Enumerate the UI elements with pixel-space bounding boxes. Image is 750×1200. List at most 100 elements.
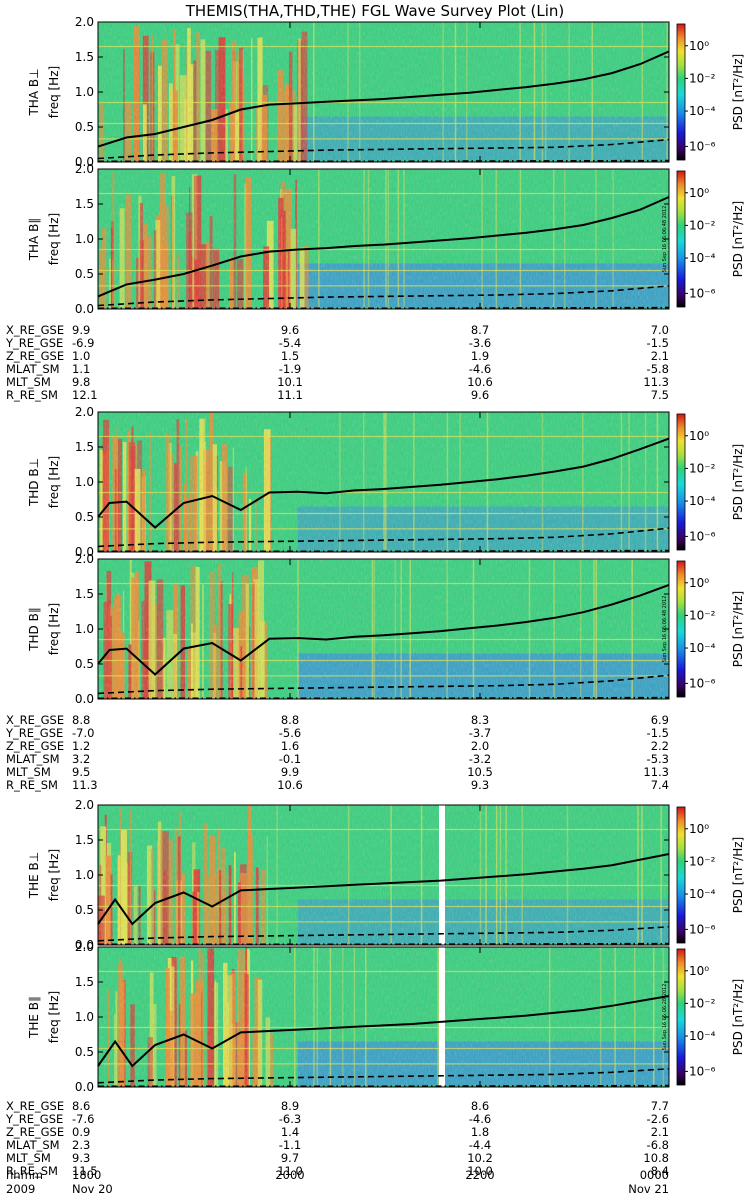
curve-dashdot <box>98 696 670 700</box>
y-tick-label: 1.5 <box>75 587 94 601</box>
colorbar-label: PSD [nT²/Hz] <box>731 591 745 667</box>
ephemeris-row-label: Z_RE_GSE <box>6 1125 64 1139</box>
colorbar-tick-label: 10⁰ <box>689 576 709 590</box>
y-tick-label: 1.0 <box>75 1010 94 1024</box>
colorbar-tick-label: 10⁻⁶ <box>689 529 716 543</box>
y-tick-label: 0.0 <box>75 692 94 706</box>
colorbar-label: PSD [nT²/Hz] <box>731 837 745 913</box>
ephemeris-row-label: Z_RE_GSE <box>6 739 64 753</box>
ephemeris-value: 11.3 <box>643 375 669 389</box>
ephemeris-value: 8.3 <box>471 713 489 727</box>
y-tick-label: 2.0 <box>75 405 94 419</box>
colorbar-tick-label: 10⁻² <box>689 461 716 475</box>
y-tick-label: 0.0 <box>75 1080 94 1094</box>
render-timestamp: Sun Sep 16 05:06:48 2012 <box>662 596 668 663</box>
ephemeris-value: 10.6 <box>467 375 493 389</box>
colorbar-label: PSD [nT²/Hz] <box>731 444 745 520</box>
ephemeris-tables: X_RE_GSE 9.9 9.6 8.7 7.0 Y_RE_GSE -6.9 -5.4 -3.6… <box>5 323 669 1178</box>
ephemeris-value: -6.8 <box>647 1138 669 1152</box>
ephemeris-value: 8.4 <box>651 1164 669 1178</box>
ephemeris-value: -5.3 <box>647 752 669 766</box>
ephemeris-value: 7.5 <box>651 388 669 402</box>
ephemeris-value: 12.1 <box>72 388 98 402</box>
y-axis-unit-label: freq [Hz] <box>47 456 61 508</box>
curve-dashed <box>97 674 670 695</box>
colorbar-tick-label: 10⁻⁶ <box>689 1064 716 1078</box>
y-axis-probe-label: THD B⊥ <box>27 458 41 507</box>
ephemeris-value: 11.5 <box>72 1164 98 1178</box>
ephemeris-value: 0.9 <box>72 1125 90 1139</box>
data-gap <box>439 805 445 945</box>
ephemeris-row-label: Y_RE_GSE <box>5 726 63 740</box>
ephemeris-value: 9.8 <box>72 375 90 389</box>
curve-solid <box>97 583 670 676</box>
spectrogram-texture <box>98 22 669 162</box>
ephemeris-row-label: X_RE_GSE <box>6 713 64 727</box>
ephemeris-row-label: R_RE_SM <box>6 1164 58 1178</box>
time-axis-date-start: Nov 20 <box>72 1182 113 1196</box>
time-axis-label: hhmm <box>6 1168 43 1182</box>
y-axis-unit-label: freq [Hz] <box>47 991 61 1043</box>
ephemeris-value: -1.5 <box>647 336 669 350</box>
colorbar-tick-label: 10⁰ <box>689 822 709 836</box>
ephemeris-value: 10.0 <box>467 1164 493 1178</box>
y-tick-label: 2.0 <box>75 162 94 176</box>
curve-dashdot <box>98 549 670 553</box>
ephemeris-value: -4.4 <box>469 1138 491 1152</box>
ephemeris-value: -1.5 <box>647 726 669 740</box>
ephemeris-value: 1.0 <box>72 349 90 363</box>
colorbar-tick-label: 10⁻⁶ <box>689 676 716 690</box>
ephemeris-the: X_RE_GSE 8.6 8.9 8.6 7.7 Y_RE_GSE -7.6 -6.3 -4.6… <box>5 1099 669 1178</box>
page-title: THEMIS(THA,THD,THE) FGL Wave Survey Plot… <box>185 2 564 20</box>
panel-thd-bpar: 2.0 1.5 1.0 0.5 0.0 THD B∥ freq [Hz] 10⁰ 10⁻² 10⁻… <box>27 552 745 706</box>
ephemeris-value: 11.1 <box>277 388 303 402</box>
colorbar-tick-label: 10⁻² <box>689 608 716 622</box>
ephemeris-value: -0.1 <box>279 752 301 766</box>
ephemeris-value: -2.6 <box>647 1112 669 1126</box>
ephemeris-row-label: MLT_SM <box>6 765 51 779</box>
render-timestamp: Sun Sep 16 05:06:28 2012 <box>662 984 668 1051</box>
colorbar-label: PSD [nT²/Hz] <box>731 54 745 130</box>
colorbar-tick-label: 10⁰ <box>689 39 709 53</box>
colorbar <box>676 23 686 161</box>
ephemeris-value: 9.9 <box>72 323 90 337</box>
spectrogram-texture <box>98 805 669 945</box>
y-tick-label: 1.5 <box>75 197 94 211</box>
y-tick-label: 0.0 <box>75 938 94 952</box>
y-tick-label: 0.5 <box>75 267 94 281</box>
curve-dashdot <box>98 306 670 310</box>
ephemeris-value: -5.8 <box>647 362 669 376</box>
ephemeris-value: -3.7 <box>469 726 491 740</box>
panel-the-bpar: 2.0 1.5 1.0 0.5 0.0 THE B∥ freq [Hz] 10⁰ 10⁻² 10⁻… <box>27 940 745 1094</box>
curve-dashed <box>97 1068 670 1084</box>
colorbar-label: PSD [nT²/Hz] <box>731 979 745 1055</box>
colorbar <box>676 413 686 551</box>
ephemeris-value: -1.1 <box>279 1138 301 1152</box>
y-tick-label: 1.0 <box>75 475 94 489</box>
ephemeris-value: 1.9 <box>471 349 489 363</box>
y-axis-probe-label: THA B∥ <box>27 218 41 262</box>
ephemeris-value: 9.7 <box>281 1151 299 1165</box>
colorbar <box>676 170 686 308</box>
spectrogram-panels: 2.0 1.5 1.0 0.5 0.0 THA B⊥ freq [Hz] 10⁰ 10⁻² 10⁻… <box>27 15 745 1094</box>
y-tick-label: 2.0 <box>75 798 94 812</box>
spectrogram-texture <box>98 947 669 1087</box>
time-axis-year: 2009 <box>6 1182 35 1196</box>
panel-the-bperp: 2.0 1.5 1.0 0.5 0.0 THE B⊥ freq [Hz] 10⁰ 10⁻² 10⁻… <box>27 798 745 952</box>
ephemeris-row-label: MLAT_SM <box>6 752 60 766</box>
ephemeris-value: -7.0 <box>72 726 94 740</box>
colorbar-tick-label: 10⁰ <box>689 964 709 978</box>
curve-solid <box>97 995 670 1068</box>
ephemeris-value: 8.7 <box>471 323 489 337</box>
y-axis-unit-label: freq [Hz] <box>47 213 61 265</box>
curve-solid <box>97 437 670 529</box>
spectrogram-texture <box>98 559 669 699</box>
curve-dashdot <box>98 159 670 163</box>
colorbar-tick-label: 10⁻⁴ <box>689 251 716 265</box>
ephemeris-value: 6.9 <box>651 713 669 727</box>
ephemeris-value: -3.6 <box>469 336 491 350</box>
ephemeris-value: 11.3 <box>72 778 98 792</box>
ephemeris-tha: X_RE_GSE 9.9 9.6 8.7 7.0 Y_RE_GSE -6.9 -5.4 -3.6… <box>5 323 669 402</box>
time-axis: hhmm 2009 Nov 20 Nov 21 1800 2000 2200 0000 <box>6 1168 669 1196</box>
